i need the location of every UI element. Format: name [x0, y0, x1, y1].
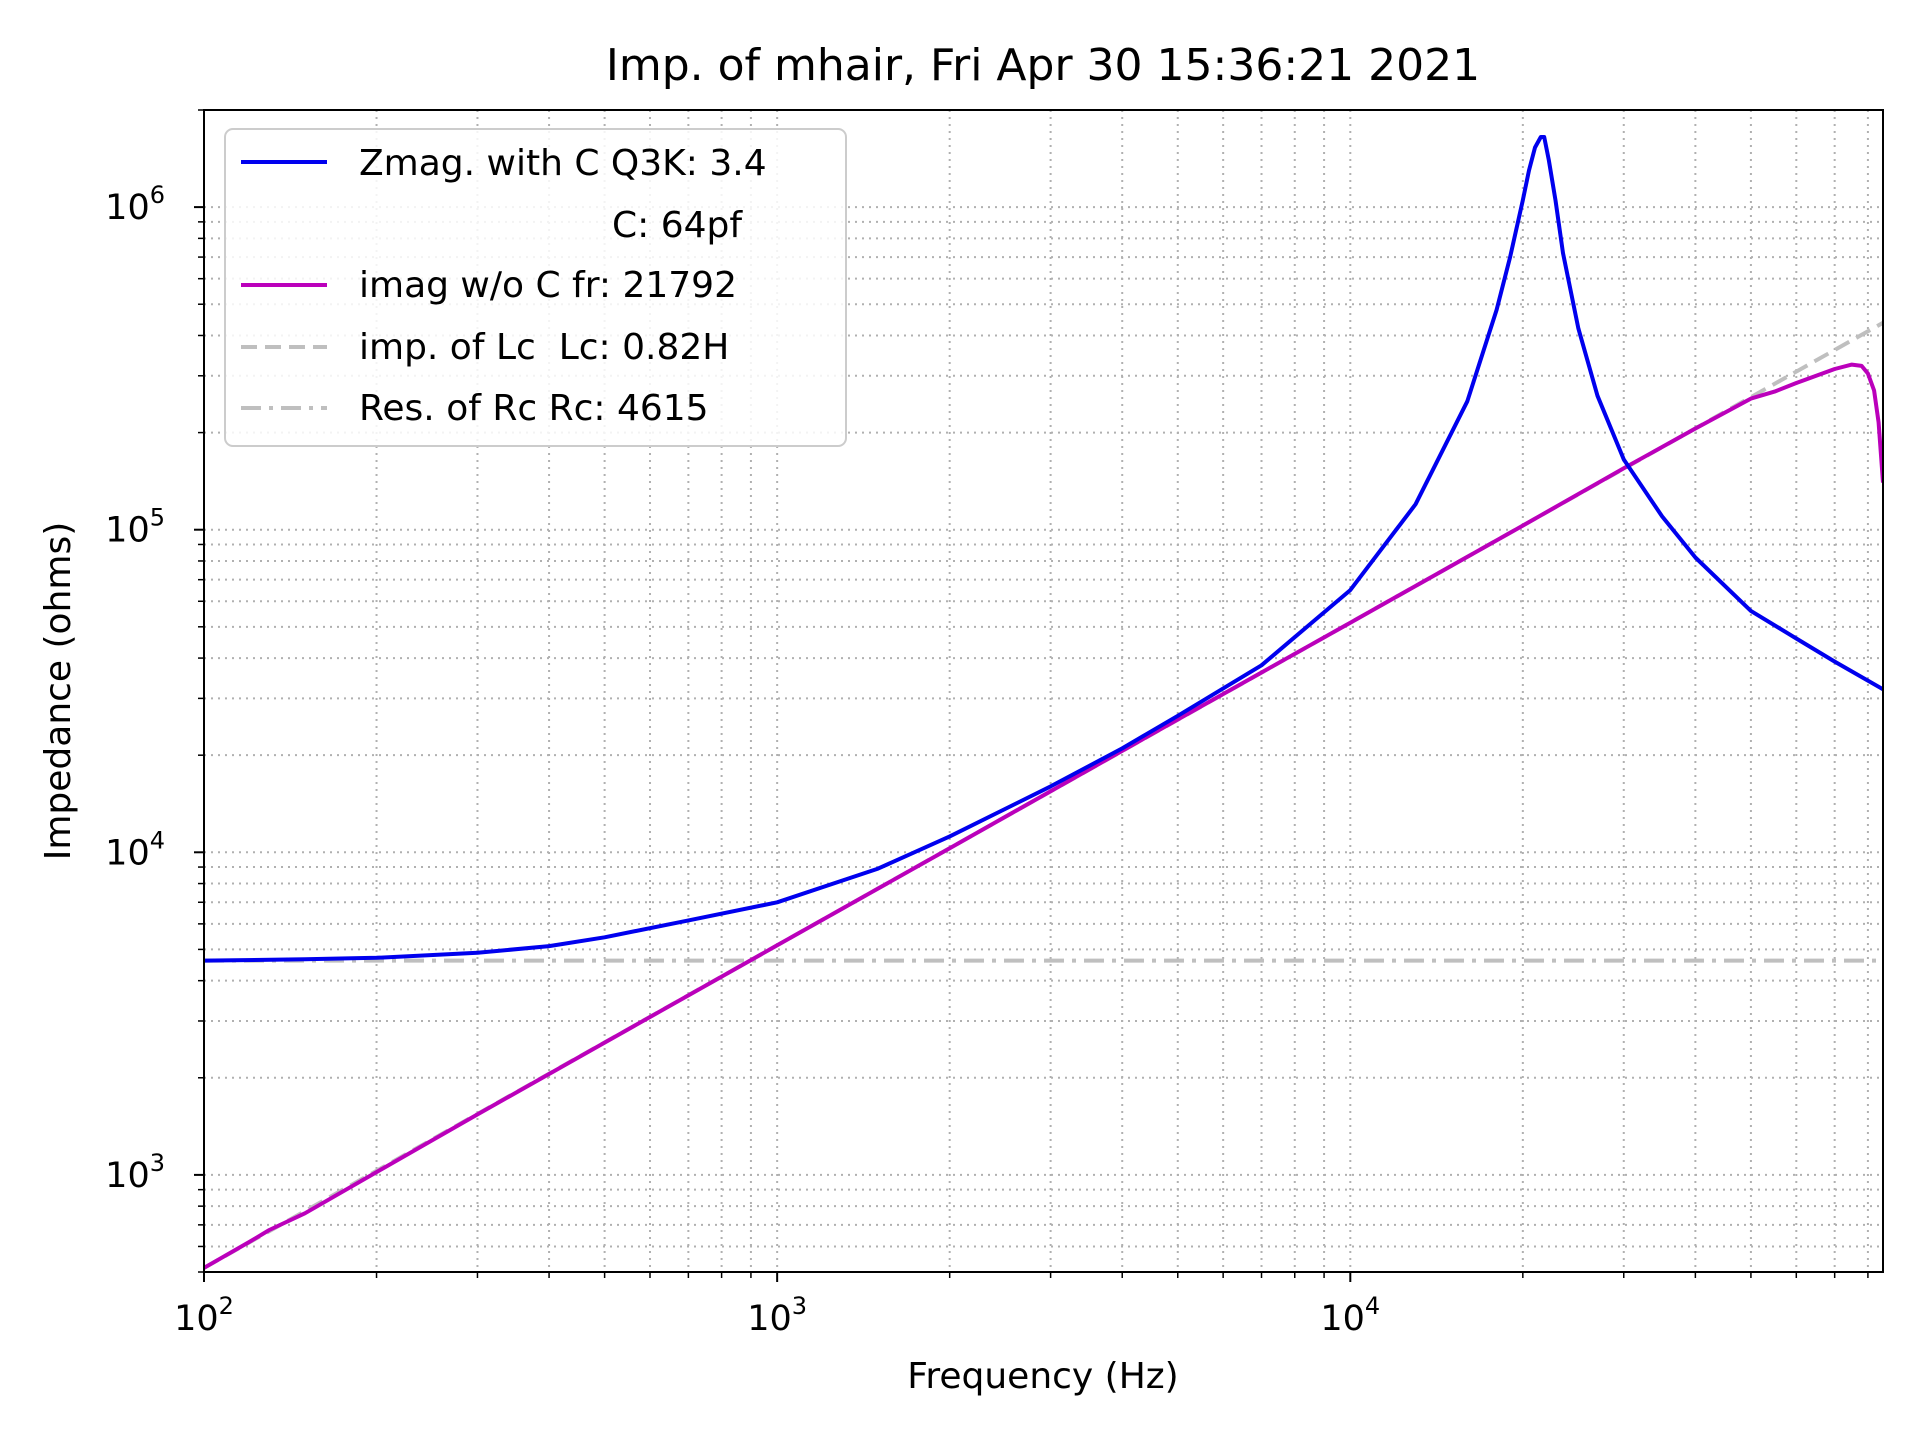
- legend-label-capacitance: C: 64pf: [612, 205, 743, 246]
- legend-label-rc: Res. of Rc Rc: 4615: [359, 388, 709, 429]
- series-imag-line: [204, 362, 1883, 1270]
- x-axis-label: Frequency (Hz): [907, 1356, 1178, 1397]
- legend: Zmag. with C Q3K: 3.4 C: 64pf imag w/o C…: [224, 128, 847, 447]
- legend-box: [224, 128, 847, 447]
- y-tick-label: 104: [105, 826, 165, 873]
- series-zmag-line: [204, 135, 1883, 963]
- legend-label-zmag: Zmag. with C Q3K: 3.4: [359, 143, 767, 184]
- legend-label-imag: imag w/o C fr: 21792: [359, 265, 737, 306]
- y-axis-label: Impedance (ohms): [38, 522, 79, 861]
- y-axis-ticks: 103 104 105 106: [105, 109, 204, 1273]
- legend-label-lc: imp. of Lc Lc: 0.82H: [359, 327, 729, 368]
- grid-lines: [204, 109, 1883, 1273]
- y-tick-label: 106: [105, 181, 165, 228]
- y-tick-label: 103: [105, 1149, 165, 1196]
- x-tick-label: 103: [747, 1292, 807, 1339]
- plot-frame: [203, 109, 1884, 1273]
- y-tick-label: 105: [105, 504, 165, 551]
- series-lines: [204, 135, 1883, 1270]
- x-axis-ticks: 102 103 104: [174, 1272, 1869, 1339]
- chart-title: Imp. of mhair, Fri Apr 30 15:36:21 2021: [606, 40, 1480, 91]
- x-tick-label: 104: [1320, 1292, 1380, 1339]
- x-tick-label: 102: [174, 1292, 234, 1339]
